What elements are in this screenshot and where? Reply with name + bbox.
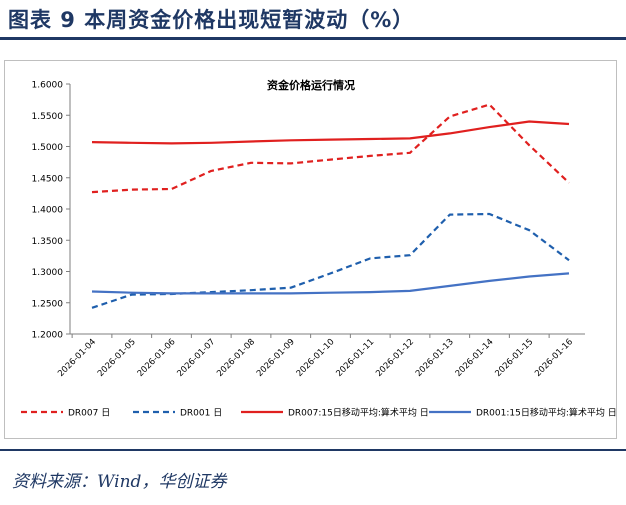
y-tick-label: 1.4500 <box>32 174 64 184</box>
legend-label-2: DR001 日 <box>180 408 222 419</box>
series-line-3 <box>91 120 570 145</box>
x-tick-label: 2026-01-15 <box>493 337 535 379</box>
legend-label-1: DR007 日 <box>68 408 110 419</box>
x-tick-label: 2026-01-09 <box>255 337 297 379</box>
legend-label-4: DR001:15日移动平均:算术平均 日 <box>476 407 616 419</box>
line-chart: 资金价格运行情况 1.2000 1.2500 1.3000 1.3500 1.4000 1… <box>21 78 616 419</box>
x-tick-label: 2026-01-05 <box>96 337 138 379</box>
x-tick-label: 2026-01-13 <box>414 337 456 379</box>
x-tick-label: 2026-01-10 <box>295 337 337 379</box>
x-tick-label: 2026-01-07 <box>175 337 217 379</box>
y-tick-label: 1.3500 <box>32 237 64 247</box>
legend-label-3: DR007:15日移动平均:算术平均 日 <box>288 407 429 419</box>
header-rule <box>0 37 626 40</box>
series-line-1 <box>91 103 570 194</box>
y-tick-label: 1.4000 <box>32 206 64 216</box>
x-tick-label: 2026-01-12 <box>374 337 416 379</box>
y-tick-label: 1.2500 <box>32 299 64 309</box>
x-tick-label: 2026-01-06 <box>136 337 178 379</box>
series-line-4 <box>91 272 570 295</box>
source-note: 资料来源：Wind，华创证券 <box>12 472 227 492</box>
x-tick-label: 2026-01-16 <box>533 337 575 379</box>
y-tick-label: 1.5000 <box>32 143 64 153</box>
x-tick-label: 2026-01-04 <box>56 337 98 379</box>
x-tick-label: 2026-01-14 <box>454 337 496 379</box>
x-tick-label: 2026-01-11 <box>334 337 376 379</box>
y-tick-label: 1.5500 <box>32 112 64 122</box>
x-tick-label: 2026-01-08 <box>215 337 257 379</box>
footer-rule <box>0 449 626 451</box>
chart-title: 资金价格运行情况 <box>267 78 355 92</box>
figure-header: 图表 9 本周资金价格出现短暂波动（%） <box>0 0 626 40</box>
y-tick-label: 1.3000 <box>32 268 64 278</box>
legend: DR007 日 DR001 日 DR007:15日移动平均:算术平均 日 DR001:… <box>21 407 616 419</box>
series-layer <box>91 103 570 309</box>
figure-title: 图表 9 本周资金价格出现短暂波动（%） <box>8 8 415 32</box>
chart-container: 资金价格运行情况 1.2000 1.2500 1.3000 1.3500 1.4000 1… <box>4 60 617 439</box>
y-tick-label: 1.2000 <box>32 331 64 341</box>
y-tick-label: 1.6000 <box>32 81 64 91</box>
